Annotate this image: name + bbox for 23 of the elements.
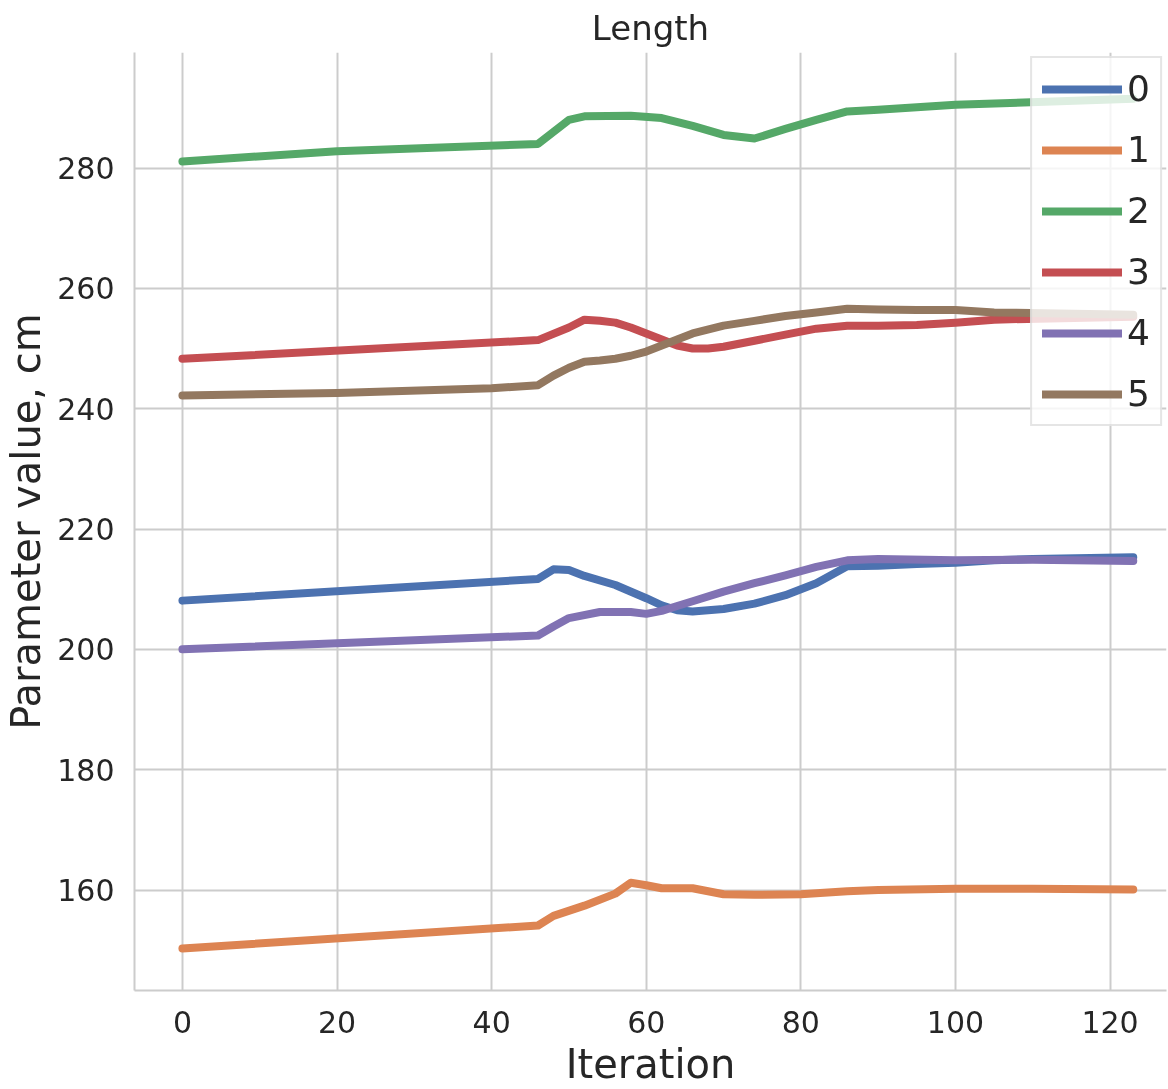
legend-label: 3 bbox=[1127, 251, 1150, 292]
x-tick-label: 20 bbox=[317, 1004, 357, 1040]
x-tick-label: 100 bbox=[926, 1004, 985, 1040]
x-tick-label: 40 bbox=[472, 1004, 511, 1040]
y-tick-label: 200 bbox=[57, 632, 115, 668]
y-tick-label: 220 bbox=[57, 512, 115, 548]
legend-label: 4 bbox=[1127, 312, 1150, 353]
legend-label: 2 bbox=[1127, 190, 1150, 231]
x-tick-label: 60 bbox=[627, 1004, 666, 1040]
y-tick-label: 240 bbox=[57, 391, 115, 427]
legend-label: 1 bbox=[1127, 129, 1150, 170]
y-tick-label: 260 bbox=[57, 271, 115, 307]
y-tick-label: 160 bbox=[57, 873, 115, 909]
y-axis-title: Parameter value, cm bbox=[3, 313, 50, 730]
x-tick-label: 120 bbox=[1081, 1004, 1139, 1040]
y-tick-label: 180 bbox=[57, 752, 115, 788]
y-tick-label: 280 bbox=[57, 151, 115, 187]
x-axis-title: Iteration bbox=[565, 1040, 736, 1087]
legend-label: 0 bbox=[1127, 68, 1150, 109]
chart-title: Length bbox=[591, 7, 710, 48]
x-tick-label: 0 bbox=[172, 1004, 192, 1040]
x-tick-label: 80 bbox=[781, 1004, 820, 1040]
legend-label: 5 bbox=[1127, 373, 1150, 414]
